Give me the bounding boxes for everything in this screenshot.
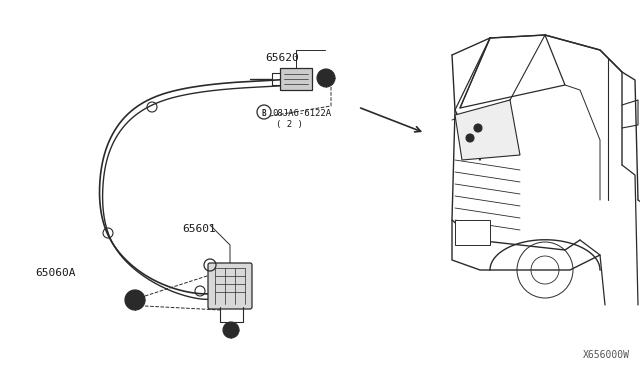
Bar: [455, 220, 490, 245]
Circle shape: [474, 124, 482, 132]
Text: 65601: 65601: [182, 224, 216, 234]
Text: 65060A: 65060A: [35, 269, 76, 278]
Circle shape: [317, 69, 335, 87]
FancyBboxPatch shape: [208, 263, 252, 309]
Text: 65620: 65620: [266, 53, 300, 62]
Circle shape: [125, 290, 145, 310]
Text: X656000W: X656000W: [583, 350, 630, 360]
Circle shape: [130, 295, 140, 305]
Circle shape: [466, 134, 474, 142]
Circle shape: [227, 326, 235, 334]
Circle shape: [321, 73, 331, 83]
Bar: [280, 68, 312, 90]
Polygon shape: [455, 100, 520, 160]
Text: 08JA6-6122A: 08JA6-6122A: [272, 109, 331, 118]
Circle shape: [223, 322, 239, 338]
Text: ( 2 ): ( 2 ): [276, 121, 303, 129]
Text: B: B: [262, 109, 266, 118]
